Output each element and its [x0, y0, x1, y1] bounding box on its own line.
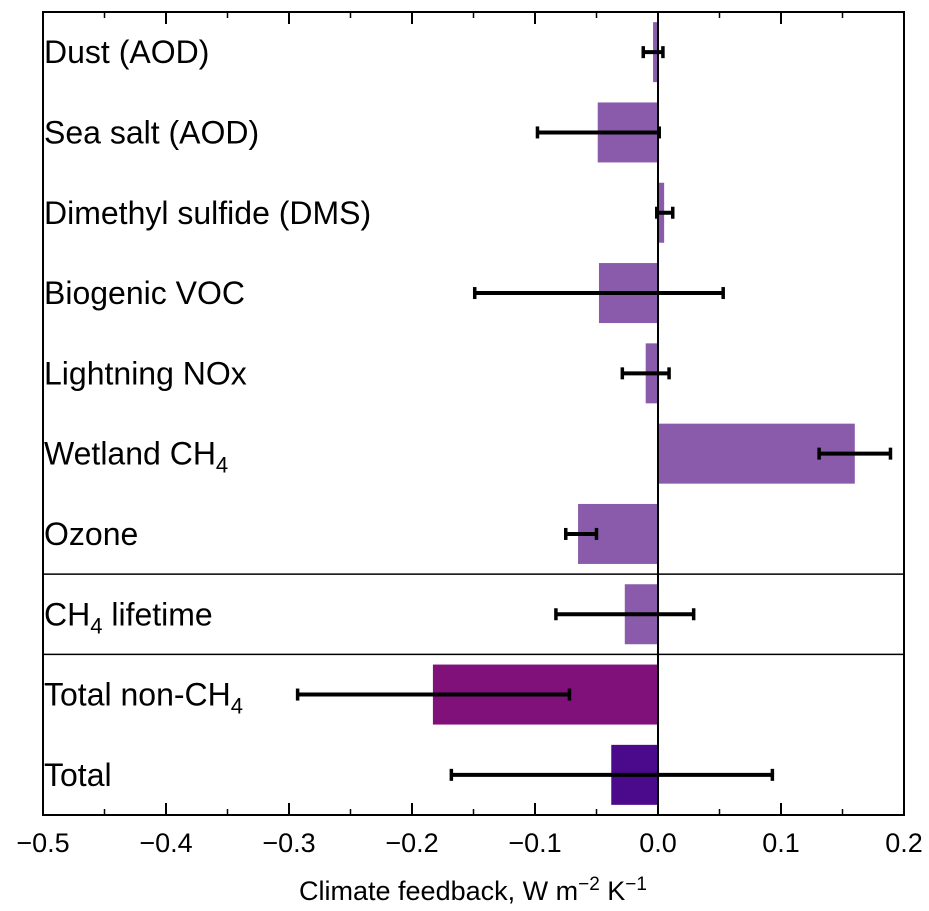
row-label-1: Sea salt (AOD)	[44, 114, 259, 150]
x-tick-label-4: −0.1	[508, 828, 561, 858]
row-labels-layer: Dust (AOD) Sea salt (AOD) Dimethyl sulfide…	[44, 34, 371, 793]
x-tick-label-6: 0.1	[762, 828, 800, 858]
x-tick-label-7: 0.2	[885, 828, 923, 858]
row-label-3: Biogenic VOC	[44, 275, 245, 311]
row-label-6: Ozone	[44, 516, 138, 552]
ticks-layer: −0.5 −0.4 −0.3 −0.2 −0.1 0.0 0.1 0.2	[16, 12, 923, 858]
bars-layer	[432, 22, 855, 805]
x-tick-label-3: −0.2	[385, 828, 438, 858]
row-label-5: Wetland CH4	[44, 436, 228, 478]
row-label-7: CH4 lifetime	[44, 596, 213, 638]
x-tick-label-0: −0.5	[16, 828, 69, 858]
row-label-9: Total	[44, 757, 112, 793]
x-tick-label-5: 0.0	[639, 828, 677, 858]
row-label-8: Total non-CH4	[44, 677, 243, 719]
x-axis-title: Climate feedback, W m−2 K−1	[299, 874, 647, 906]
row-label-4: Lightning NOx	[44, 355, 247, 391]
error-bars-layer	[295, 46, 893, 781]
x-tick-label-1: −0.4	[139, 828, 192, 858]
row-label-2: Dimethyl sulfide (DMS)	[44, 195, 371, 231]
row-label-0: Dust (AOD)	[44, 34, 209, 70]
x-tick-label-2: −0.3	[262, 828, 315, 858]
